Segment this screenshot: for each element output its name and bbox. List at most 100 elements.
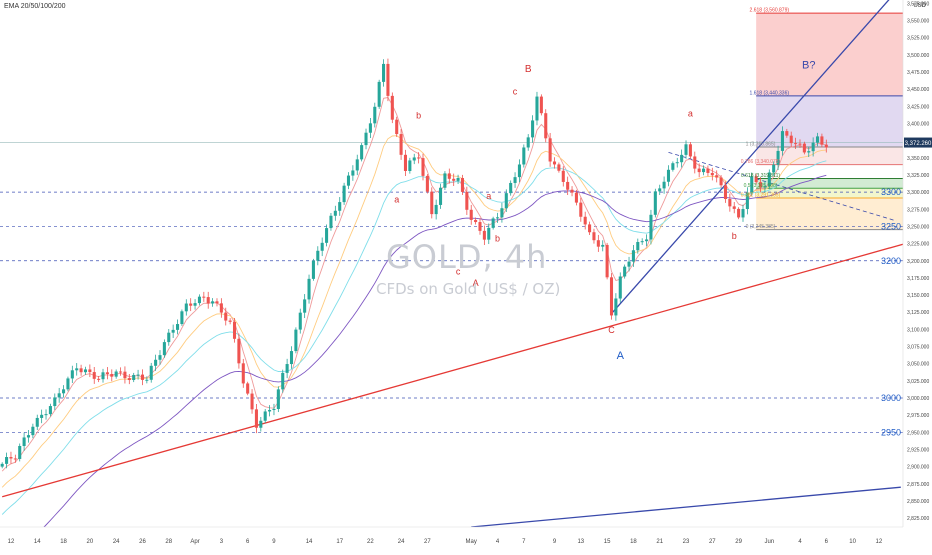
candle-body <box>189 303 193 306</box>
candle-body <box>780 131 784 151</box>
price-tick: 3,550.000 <box>907 19 929 25</box>
candle-body <box>373 106 377 124</box>
candle-body <box>5 457 9 464</box>
wave-label: c <box>456 266 461 276</box>
candle-body <box>439 187 443 205</box>
candle-body <box>723 185 728 200</box>
candle-body <box>254 409 258 428</box>
candle-body <box>684 144 688 155</box>
candle-body <box>531 120 535 138</box>
candle-body <box>653 191 657 215</box>
fib-label: 0.5 (3,305.588) <box>744 183 778 189</box>
candle-body <box>31 426 35 436</box>
level-label: 3000 <box>881 393 901 403</box>
candle-body <box>430 191 434 215</box>
candle-body <box>745 192 749 210</box>
candle-body <box>802 143 806 153</box>
wave-label: b <box>416 111 421 121</box>
watermark-description: CFDs on Gold (US$ / OZ) <box>376 280 561 298</box>
candle-body <box>154 359 158 366</box>
level-label: 2950 <box>881 427 901 437</box>
current-price-text: 3,372.260 <box>905 141 932 147</box>
price-tick: 3,475.000 <box>907 70 929 76</box>
price-tick: 3,575.000 <box>907 1 929 7</box>
candle-body <box>798 143 802 145</box>
trendline <box>611 0 890 315</box>
candle-body <box>377 81 381 107</box>
currency-label: USD <box>913 3 926 9</box>
price-tick: 2,950.000 <box>907 430 929 436</box>
candle-body <box>815 136 820 143</box>
candle-body <box>346 175 351 186</box>
candle-body <box>776 150 780 165</box>
candle-body <box>557 164 561 171</box>
candle-body <box>535 96 539 121</box>
trendline <box>471 486 901 528</box>
candle-body <box>710 172 714 176</box>
candle-body <box>325 228 329 243</box>
candle-body <box>44 414 48 416</box>
candle-body <box>127 378 131 381</box>
fib-zone <box>756 95 903 147</box>
wave-label: a <box>688 109 693 119</box>
fib-zone <box>756 178 903 189</box>
candle-body <box>750 176 754 193</box>
candle-body <box>167 332 171 343</box>
time-tick: 7 <box>522 539 526 545</box>
candle-body <box>386 63 390 96</box>
time-tick: 15 <box>604 539 611 545</box>
candle-body <box>820 136 824 145</box>
candle-body <box>605 244 609 278</box>
time-axis-bg <box>0 527 932 550</box>
candle-body <box>579 202 583 217</box>
candle-body <box>241 363 245 384</box>
level-label: 3300 <box>881 187 901 197</box>
price-tick: 2,825.000 <box>907 516 929 522</box>
fib-label: 0.382 (3,291.365) <box>741 193 781 199</box>
candle-body <box>688 144 692 157</box>
candle-body <box>680 154 684 163</box>
candle-body <box>320 242 324 251</box>
current-price-tag <box>904 137 932 148</box>
time-tick: 27 <box>424 539 431 545</box>
time-tick: 9 <box>553 539 557 545</box>
candle-body <box>140 374 144 380</box>
price-tick: 3,250.000 <box>907 224 929 230</box>
candle-body <box>465 191 469 210</box>
candle-body <box>715 175 719 178</box>
indicator-legend[interactable]: EMA 20/50/100/200 <box>4 3 66 10</box>
time-tick: 4 <box>798 539 802 545</box>
ema-line <box>16 174 827 555</box>
time-tick: 23 <box>683 539 690 545</box>
candle-body <box>382 63 386 82</box>
candle-body <box>658 188 662 192</box>
fib-zone <box>756 146 903 165</box>
candle-body <box>671 163 675 170</box>
candle-body <box>289 351 294 365</box>
candle-body <box>614 298 618 316</box>
price-tick: 2,975.000 <box>907 413 929 419</box>
price-tick: 3,025.000 <box>907 379 929 385</box>
candle-body <box>495 217 500 219</box>
candle-body <box>596 240 600 247</box>
candle-body <box>351 170 355 176</box>
ema-line <box>1 160 827 515</box>
candle-body <box>119 371 123 373</box>
candle-body <box>544 113 548 139</box>
price-tick: 3,100.000 <box>907 327 929 333</box>
candle-body <box>193 303 197 306</box>
candle-body <box>92 372 96 379</box>
candle-body <box>206 297 210 304</box>
time-tick: 22 <box>367 539 374 545</box>
candle-body <box>114 371 118 377</box>
candle-body <box>105 372 109 375</box>
watermark-symbol: GOLD, 4h <box>386 238 548 276</box>
candle-body <box>491 218 495 228</box>
price-tick: 3,500.000 <box>907 53 929 59</box>
candle-body <box>526 137 530 148</box>
candle-body <box>794 143 798 145</box>
candle-body <box>66 378 70 390</box>
candle-body <box>474 219 478 223</box>
